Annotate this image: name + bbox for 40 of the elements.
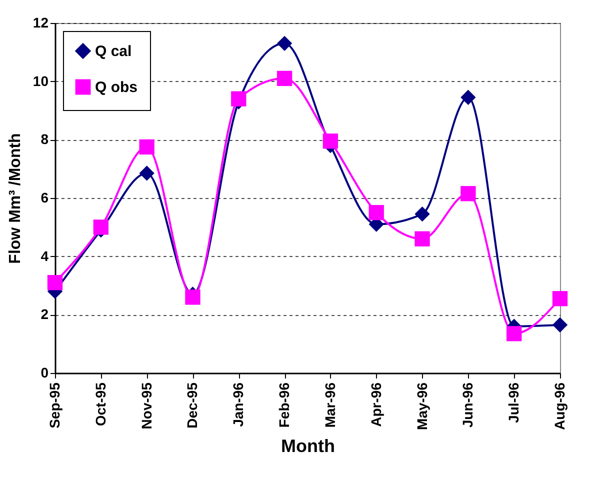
y-tick-label: 8 xyxy=(40,131,49,148)
point xyxy=(414,231,430,246)
x-tick-label: Dec-95 xyxy=(184,382,200,428)
x-tick-label: Mar-96 xyxy=(322,382,338,428)
x-tick-label: Sep-95 xyxy=(46,382,62,428)
x-tick-label: Oct-95 xyxy=(92,382,108,426)
y-tick-label: 2 xyxy=(40,306,49,322)
legend-label: Q cal xyxy=(95,43,132,60)
legend-label: Q obs xyxy=(95,79,138,96)
x-tick-label: Feb-96 xyxy=(276,382,292,428)
x-tick-label: Jun-96 xyxy=(460,382,476,428)
y-tick-label: 10 xyxy=(32,72,49,89)
x-tick-label: Jul-96 xyxy=(506,382,522,423)
y-tick-label: 12 xyxy=(32,14,49,30)
point xyxy=(231,91,246,106)
y-tick-label: 4 xyxy=(40,248,49,264)
point xyxy=(322,134,338,149)
y-tick-label: 6 xyxy=(40,190,49,206)
point xyxy=(552,317,568,332)
point xyxy=(460,90,476,105)
point xyxy=(414,206,430,222)
x-tick-label: May-96 xyxy=(414,382,430,430)
x-tick-label: Apr-96 xyxy=(368,382,384,427)
x-tick-label: Jan-96 xyxy=(230,382,246,427)
point xyxy=(276,70,292,86)
point xyxy=(139,166,154,181)
y-axis-title: Flow Mm³ /Month xyxy=(6,133,24,264)
point xyxy=(185,290,200,305)
x-axis-title: Month xyxy=(281,436,335,456)
point xyxy=(460,186,476,202)
point xyxy=(47,275,63,290)
point xyxy=(93,220,108,235)
x-tick-label: Aug-96 xyxy=(552,382,568,430)
x-tick-label: Nov-95 xyxy=(138,382,154,430)
y-tick-label: 0 xyxy=(40,364,49,380)
point xyxy=(506,326,522,342)
point xyxy=(552,291,568,306)
point xyxy=(276,36,292,51)
point xyxy=(368,205,384,220)
point xyxy=(139,139,154,155)
